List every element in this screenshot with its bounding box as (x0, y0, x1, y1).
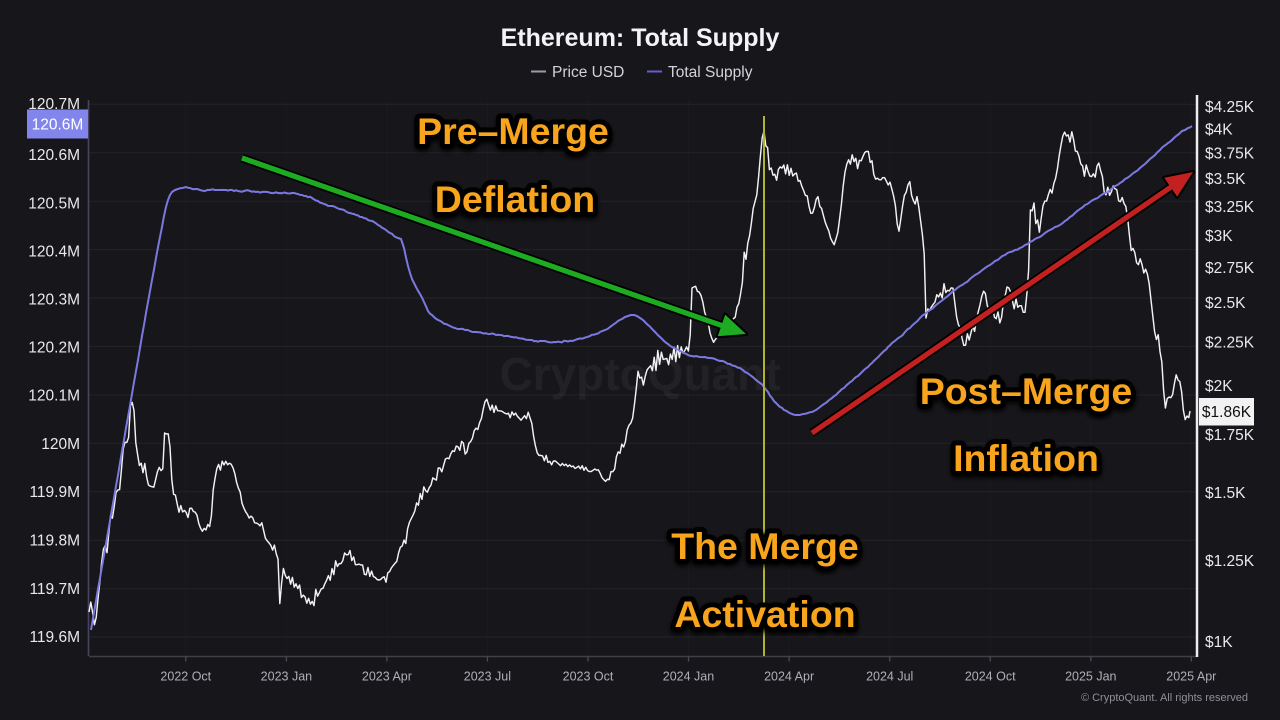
svg-text:$4K: $4K (1205, 122, 1233, 139)
svg-text:120.6M: 120.6M (32, 117, 84, 134)
svg-text:2024 Jan: 2024 Jan (663, 670, 714, 684)
svg-text:Post–Merge: Post–Merge (920, 370, 1133, 412)
svg-text:119.6M: 119.6M (29, 629, 80, 646)
svg-text:120.6M: 120.6M (28, 147, 80, 164)
svg-text:2023 Jul: 2023 Jul (464, 670, 511, 684)
svg-text:The Merge: The Merge (671, 525, 859, 567)
svg-text:119.7M: 119.7M (29, 581, 80, 598)
svg-text:Pre–Merge: Pre–Merge (417, 110, 609, 152)
svg-text:2024 Jul: 2024 Jul (866, 670, 913, 684)
svg-text:119.8M: 119.8M (29, 533, 80, 550)
svg-text:© CryptoQuant. All rights rese: © CryptoQuant. All rights reserved (1081, 692, 1248, 704)
svg-text:Deflation: Deflation (435, 178, 595, 220)
svg-text:120.3M: 120.3M (28, 292, 80, 309)
svg-text:Total Supply: Total Supply (668, 64, 753, 81)
svg-text:2023 Jan: 2023 Jan (261, 670, 312, 684)
svg-text:2022 Oct: 2022 Oct (160, 670, 211, 684)
svg-text:2023 Oct: 2023 Oct (563, 670, 614, 684)
svg-text:$1.25K: $1.25K (1205, 553, 1255, 570)
svg-text:120M: 120M (41, 436, 80, 453)
svg-text:$2K: $2K (1205, 378, 1233, 395)
svg-text:2023 Apr: 2023 Apr (362, 670, 412, 684)
svg-text:$1K: $1K (1205, 634, 1233, 651)
svg-text:$3.25K: $3.25K (1205, 199, 1255, 216)
svg-text:$3.75K: $3.75K (1205, 146, 1255, 163)
svg-text:2024 Apr: 2024 Apr (764, 670, 814, 684)
svg-text:120.7M: 120.7M (28, 96, 80, 113)
svg-text:120.4M: 120.4M (28, 244, 80, 261)
svg-text:2025 Apr: 2025 Apr (1166, 670, 1216, 684)
svg-text:$3.5K: $3.5K (1205, 171, 1246, 188)
svg-text:$3K: $3K (1205, 228, 1233, 245)
svg-text:Inflation: Inflation (953, 437, 1099, 479)
svg-text:2024 Oct: 2024 Oct (965, 670, 1016, 684)
svg-text:$1.5K: $1.5K (1205, 485, 1246, 502)
svg-text:$1.86K: $1.86K (1202, 404, 1252, 421)
svg-text:$2.75K: $2.75K (1205, 260, 1255, 277)
svg-text:2025 Jan: 2025 Jan (1065, 670, 1116, 684)
svg-text:$2.5K: $2.5K (1205, 295, 1246, 312)
svg-text:120.1M: 120.1M (28, 388, 80, 405)
svg-text:$4.25K: $4.25K (1205, 99, 1255, 116)
svg-text:$2.25K: $2.25K (1205, 335, 1255, 352)
svg-text:$1.75K: $1.75K (1205, 427, 1255, 444)
svg-text:Price USD: Price USD (552, 64, 624, 81)
svg-text:120.2M: 120.2M (28, 340, 80, 357)
svg-text:Activation: Activation (674, 593, 855, 635)
svg-text:Ethereum: Total Supply: Ethereum: Total Supply (501, 24, 780, 52)
svg-text:CryptoQuant: CryptoQuant (499, 348, 780, 400)
svg-text:120.5M: 120.5M (28, 196, 80, 213)
svg-text:119.9M: 119.9M (29, 484, 80, 501)
